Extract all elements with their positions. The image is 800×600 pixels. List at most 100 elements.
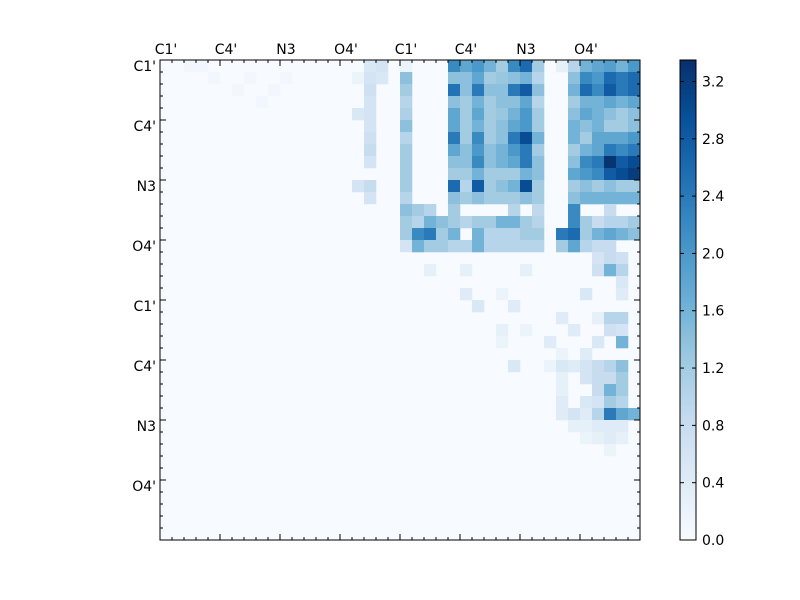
heatmap-cell (568, 132, 581, 145)
heatmap-cell (232, 84, 245, 97)
heatmap-cell (400, 228, 413, 241)
heatmap-cell (532, 216, 545, 229)
heatmap-cell (484, 192, 497, 205)
heatmap-cell (508, 60, 521, 73)
heatmap-cell (616, 420, 629, 433)
heatmap-cell (616, 264, 629, 277)
heatmap-cell (508, 132, 521, 145)
heatmap-cell (364, 192, 377, 205)
heatmap-cell (484, 180, 497, 193)
heatmap-cell (628, 180, 641, 193)
heatmap-cell (616, 216, 629, 229)
heatmap-cell (592, 96, 605, 109)
heatmap-cell (568, 96, 581, 109)
heatmap-cell (448, 72, 461, 85)
heatmap-cell (472, 228, 485, 241)
heatmap-cell (424, 240, 437, 253)
heatmap-cell (460, 120, 473, 133)
heatmap-cell (364, 156, 377, 169)
heatmap-cell (472, 108, 485, 121)
heatmap-cell (448, 144, 461, 157)
heatmap-cell (592, 132, 605, 145)
heatmap-cell (580, 228, 593, 241)
heatmap-cell (448, 84, 461, 97)
heatmap-cell (592, 372, 605, 385)
heatmap-cell (472, 168, 485, 181)
heatmap-cell (592, 228, 605, 241)
heatmap-cell (496, 180, 509, 193)
heatmap-cell (556, 348, 569, 361)
heatmap-cell (484, 144, 497, 157)
heatmap-cell (568, 60, 581, 73)
heatmap-cell (460, 60, 473, 73)
y-tick-label: C4' (133, 119, 156, 135)
heatmap-cell (244, 72, 257, 85)
x-tick-label: C1' (395, 42, 418, 58)
heatmap-cell (436, 240, 449, 253)
heatmap-cell (616, 180, 629, 193)
heatmap-cell (448, 228, 461, 241)
heatmap-cell (556, 372, 569, 385)
heatmap-cell (400, 216, 413, 229)
heatmap-cell (364, 120, 377, 133)
heatmap-cell (592, 408, 605, 421)
heatmap-cell (580, 396, 593, 409)
heatmap-cell (592, 360, 605, 373)
heatmap-cell (400, 168, 413, 181)
heatmap-cell (496, 120, 509, 133)
heatmap-cell (628, 408, 641, 421)
heatmap-cell (484, 216, 497, 229)
heatmap-cell (604, 444, 617, 457)
heatmap-cell (484, 132, 497, 145)
x-tick-label: C4' (455, 42, 478, 58)
colorbar-tick-label: 3.2 (702, 74, 724, 90)
heatmap-cell (472, 240, 485, 253)
heatmap-cell (604, 96, 617, 109)
heatmap-cell (508, 240, 521, 253)
heatmap-cell (616, 312, 629, 325)
heatmap-cell (556, 312, 569, 325)
heatmap-cell (496, 192, 509, 205)
heatmap-cell (472, 192, 485, 205)
heatmap-cell (496, 144, 509, 157)
heatmap-cell (520, 156, 533, 169)
heatmap-cell (592, 120, 605, 133)
heatmap-cell (520, 96, 533, 109)
heatmap-cell (604, 120, 617, 133)
heatmap-cell (364, 144, 377, 157)
heatmap-cell (616, 372, 629, 385)
heatmap-cell (604, 156, 617, 169)
heatmap-cell (568, 228, 581, 241)
heatmap-cell (508, 216, 521, 229)
heatmap-cell (580, 180, 593, 193)
heatmap-cell (496, 156, 509, 169)
heatmap-cell (568, 360, 581, 373)
heatmap-cell (616, 396, 629, 409)
heatmap-cell (532, 168, 545, 181)
heatmap-cell (580, 156, 593, 169)
heatmap-cell (484, 156, 497, 169)
heatmap-cell (604, 432, 617, 445)
heatmap-cell (532, 180, 545, 193)
heatmap-cell (592, 312, 605, 325)
heatmap-cell (580, 144, 593, 157)
heatmap-cell (628, 228, 641, 241)
heatmap-cell (448, 216, 461, 229)
heatmap-cell (616, 384, 629, 397)
x-tick-label: O4' (334, 42, 358, 58)
heatmap-cell (616, 72, 629, 85)
heatmap-cell (448, 108, 461, 121)
heatmap-cell (472, 72, 485, 85)
colorbar-tick-label: 0.0 (702, 533, 724, 549)
heatmap-cell (424, 228, 437, 241)
heatmap-cell (568, 144, 581, 157)
heatmap-cell (472, 84, 485, 97)
heatmap-cell (400, 156, 413, 169)
heatmap-cell (496, 72, 509, 85)
heatmap-cell (508, 72, 521, 85)
heatmap-cell (460, 264, 473, 277)
heatmap-cell (472, 120, 485, 133)
heatmap-cell (484, 168, 497, 181)
x-tick-label: O4' (574, 42, 598, 58)
heatmap-cell (352, 108, 365, 121)
